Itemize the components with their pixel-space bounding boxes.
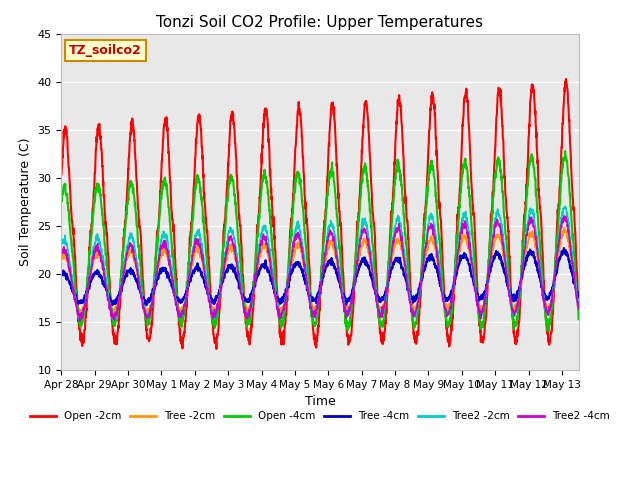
Open -2cm <box>58 171 65 177</box>
Tree -4cm <box>296 260 303 265</box>
Tree -4cm <box>560 247 568 253</box>
Tree -4cm <box>575 294 582 300</box>
Tree2 -4cm <box>76 318 83 324</box>
Tree -4cm <box>109 302 116 308</box>
Tree2 -2cm <box>84 284 92 290</box>
Tree2 -2cm <box>58 239 65 245</box>
Title: Tonzi Soil CO2 Profile: Upper Temperatures: Tonzi Soil CO2 Profile: Upper Temperatur… <box>157 15 483 30</box>
Tree -2cm <box>77 312 84 318</box>
Text: TZ_soilco2: TZ_soilco2 <box>69 44 142 57</box>
Line: Tree2 -4cm: Tree2 -4cm <box>61 216 579 321</box>
Open -2cm <box>560 103 568 109</box>
Line: Open -4cm: Open -4cm <box>61 151 579 331</box>
Tree2 -4cm <box>58 248 65 254</box>
Tree2 -2cm <box>296 222 303 228</box>
Tree2 -4cm <box>560 216 568 222</box>
Tree -2cm <box>296 243 303 249</box>
Tree2 -2cm <box>575 303 582 309</box>
Y-axis label: Soil Temperature (C): Soil Temperature (C) <box>19 138 32 266</box>
Tree -2cm <box>560 227 568 233</box>
Tree2 -4cm <box>296 235 303 240</box>
Tree -2cm <box>309 307 317 313</box>
Line: Tree -2cm: Tree -2cm <box>61 228 579 315</box>
Open -4cm <box>58 198 65 204</box>
Open -4cm <box>560 156 568 161</box>
Open -4cm <box>545 328 553 334</box>
Open -2cm <box>296 106 303 111</box>
Open -2cm <box>84 282 92 288</box>
Tree2 -2cm <box>560 205 568 211</box>
Tree -2cm <box>58 254 65 260</box>
Tree -4cm <box>309 295 317 300</box>
Line: Tree2 -2cm: Tree2 -2cm <box>61 206 579 320</box>
Tree2 -2cm <box>561 204 569 209</box>
Tree2 -4cm <box>560 216 568 221</box>
Tree2 -2cm <box>560 206 568 212</box>
Tree -2cm <box>465 246 473 252</box>
Open -2cm <box>465 124 473 130</box>
Tree -4cm <box>58 272 65 277</box>
Tree -2cm <box>575 299 582 304</box>
Tree -4cm <box>560 245 568 251</box>
X-axis label: Time: Time <box>305 396 335 408</box>
Tree2 -4cm <box>575 306 582 312</box>
Tree2 -4cm <box>84 283 92 288</box>
Tree -2cm <box>560 225 568 230</box>
Open -2cm <box>575 305 582 311</box>
Open -4cm <box>84 270 92 276</box>
Tree -2cm <box>560 228 568 233</box>
Open -4cm <box>295 171 303 177</box>
Open -4cm <box>309 320 317 325</box>
Tree2 -2cm <box>465 231 473 237</box>
Open -2cm <box>309 326 317 332</box>
Open -4cm <box>575 316 582 322</box>
Tree -4cm <box>465 261 473 267</box>
Open -4cm <box>561 148 569 154</box>
Tree2 -2cm <box>109 317 117 323</box>
Open -2cm <box>562 76 570 82</box>
Tree2 -2cm <box>309 311 317 316</box>
Tree2 -4cm <box>560 213 568 219</box>
Line: Open -2cm: Open -2cm <box>61 79 579 349</box>
Open -2cm <box>212 346 220 352</box>
Legend: Open -2cm, Tree -2cm, Open -4cm, Tree -4cm, Tree2 -2cm, Tree2 -4cm: Open -2cm, Tree -2cm, Open -4cm, Tree -4… <box>26 407 614 425</box>
Open -2cm <box>560 99 568 105</box>
Tree -2cm <box>84 291 92 297</box>
Open -4cm <box>465 184 472 190</box>
Line: Tree -4cm: Tree -4cm <box>61 248 579 305</box>
Tree -4cm <box>560 249 568 255</box>
Tree2 -4cm <box>309 309 317 315</box>
Tree2 -4cm <box>465 243 473 249</box>
Tree -4cm <box>84 285 92 291</box>
Open -4cm <box>560 157 568 163</box>
